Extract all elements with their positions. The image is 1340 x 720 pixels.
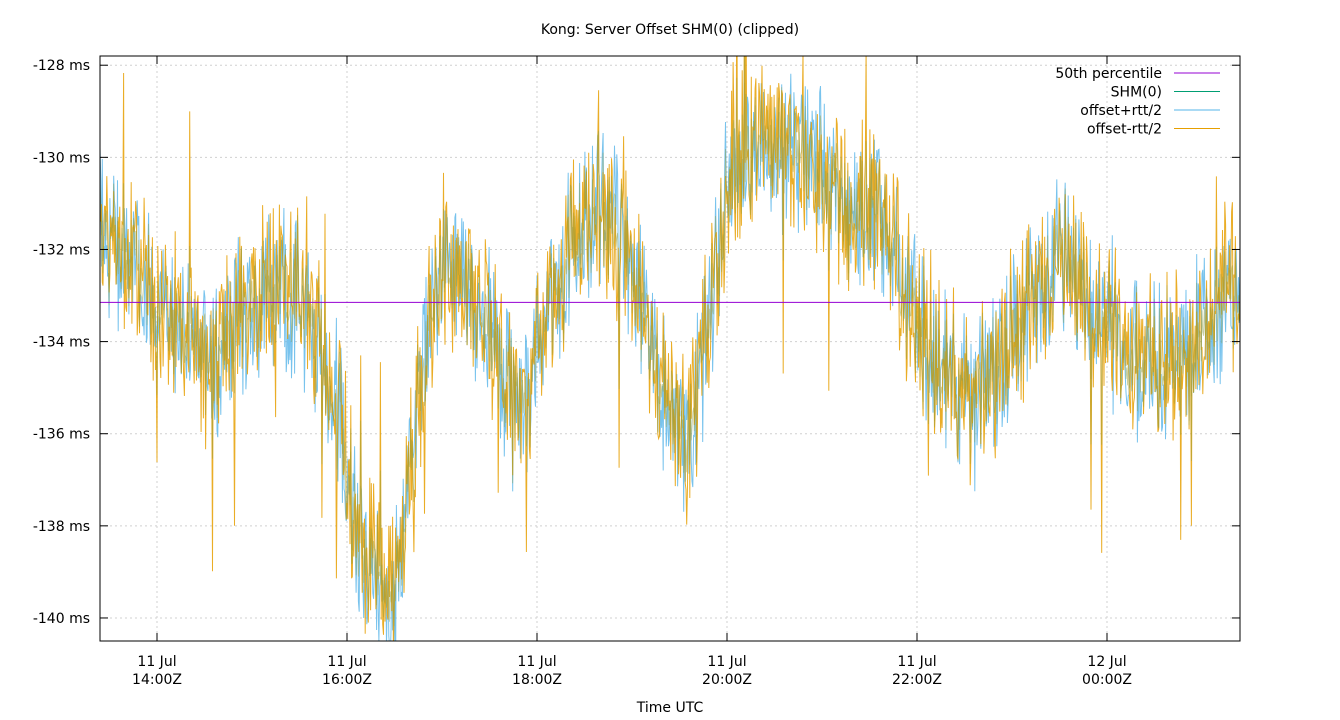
x-tick-time: 20:00Z	[702, 672, 752, 688]
legend-label: 50th percentile	[1055, 66, 1162, 82]
legend-label: offset-rtt/2	[1087, 122, 1162, 138]
x-tick-time: 16:00Z	[322, 672, 372, 688]
x-tick-date: 11 Jul	[137, 654, 176, 670]
x-axis-label: Time UTC	[636, 700, 704, 716]
axis-layer: -128 ms -130 ms -132 ms -134 ms -136 ms -138 …	[33, 56, 1240, 688]
plot-frame	[99, 55, 1241, 642]
legend-label: offset+rtt/2	[1080, 103, 1162, 119]
x-tick-date: 12 Jul	[1087, 654, 1126, 670]
x-tick-date: 11 Jul	[897, 654, 936, 670]
series-offset-plus-rtt	[100, 73, 1240, 641]
x-tick-time: 22:00Z	[892, 672, 942, 688]
x-tick-time: 00:00Z	[1082, 672, 1132, 688]
y-tick-label: -138 ms	[33, 519, 90, 535]
legend-label: SHM(0)	[1111, 85, 1162, 101]
grid-layer	[100, 56, 1240, 641]
y-tick-label: -140 ms	[33, 611, 90, 627]
y-tick-label: -134 ms	[33, 335, 90, 351]
x-tick-time: 18:00Z	[512, 672, 562, 688]
y-tick-label: -130 ms	[33, 150, 90, 166]
x-tick-date: 11 Jul	[517, 654, 556, 670]
series-offset-minus-rtt	[100, 56, 1240, 641]
y-tick-label: -136 ms	[33, 427, 90, 443]
series-shm	[100, 56, 1240, 627]
x-tick-date: 11 Jul	[707, 654, 746, 670]
y-tick-label: -128 ms	[33, 58, 90, 74]
series-layer	[100, 56, 1240, 641]
x-tick-time: 14:00Z	[132, 672, 182, 688]
chart-title: Kong: Server Offset SHM(0) (clipped)	[541, 22, 799, 38]
y-tick-label: -132 ms	[33, 242, 90, 258]
legend: 50th percentile SHM(0) offset+rtt/2 offset-…	[1055, 66, 1220, 138]
x-tick-date: 11 Jul	[327, 654, 366, 670]
